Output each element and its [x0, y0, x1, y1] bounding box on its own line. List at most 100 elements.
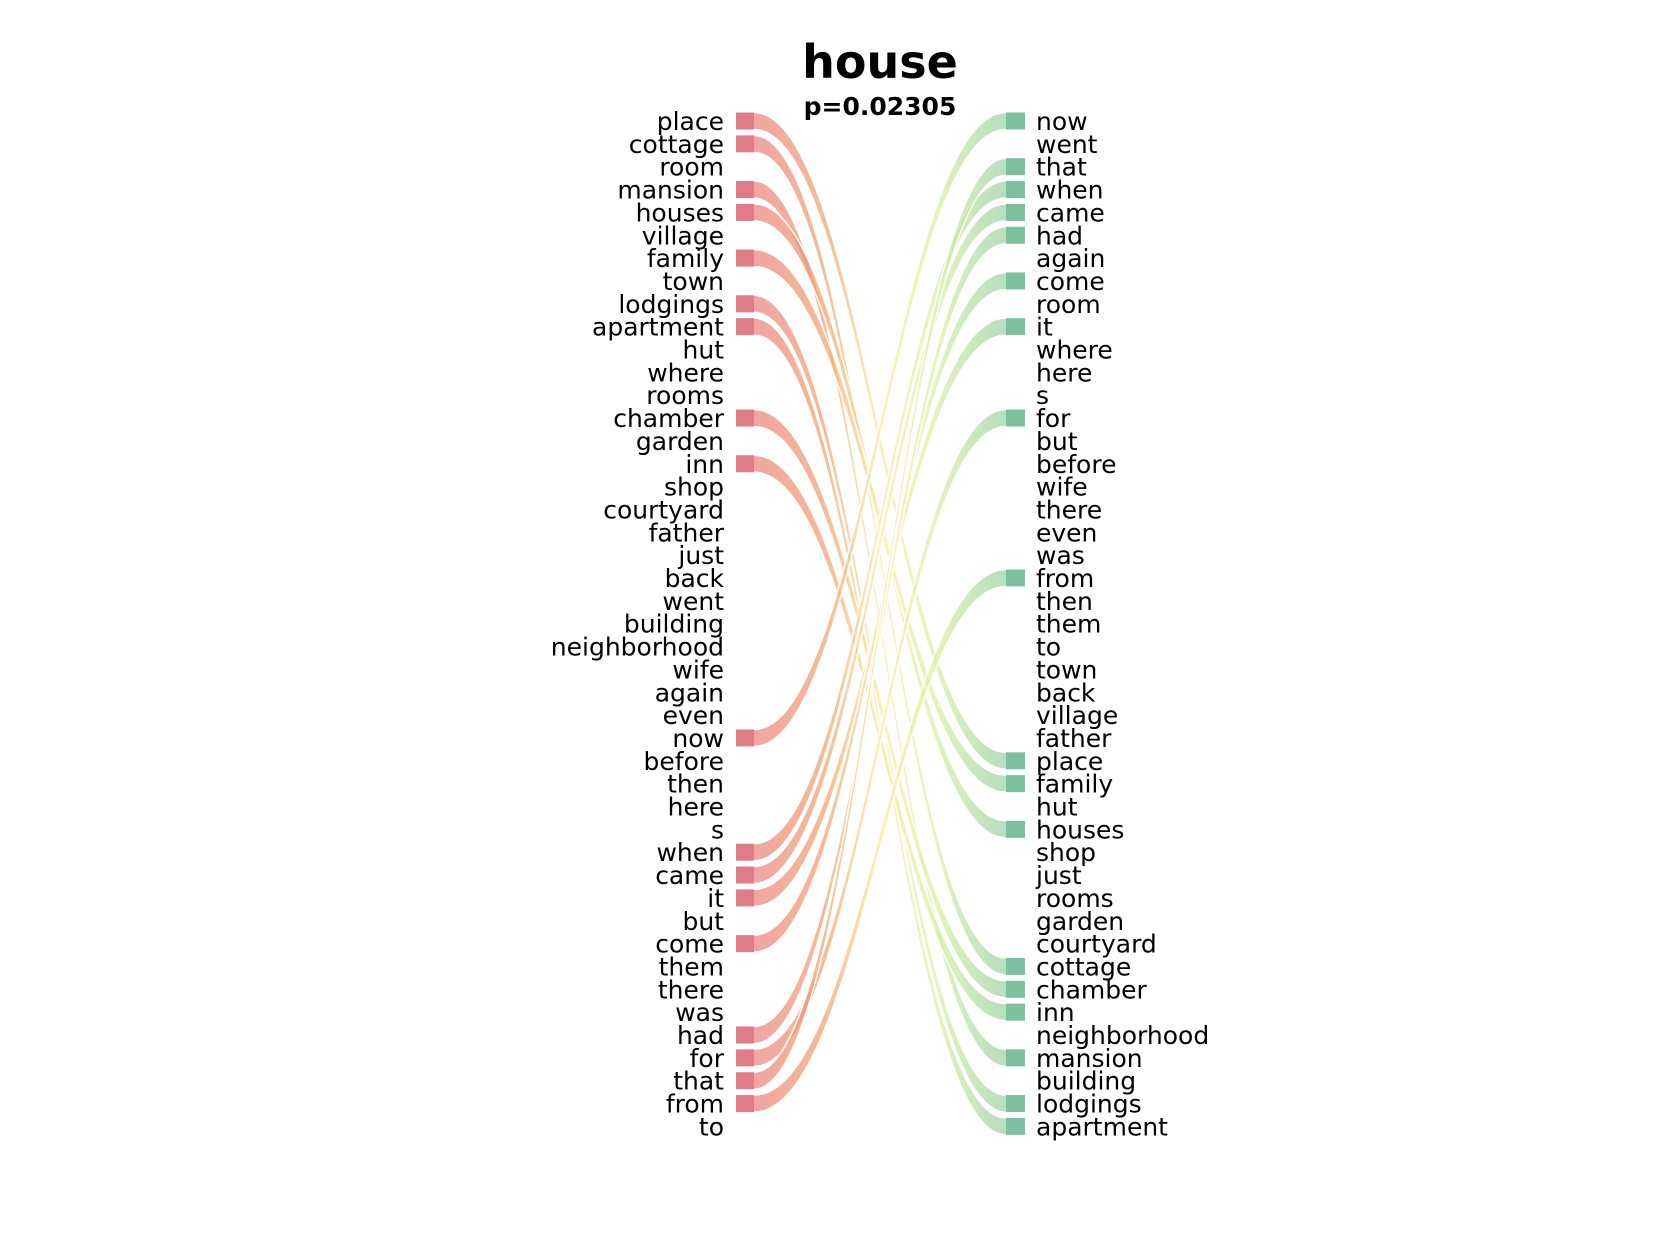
left-word-label: back	[665, 564, 725, 593]
right-word-label: come	[1036, 267, 1105, 296]
diagram-subtitle: p=0.02305	[804, 92, 957, 121]
left-anchor-bar	[736, 889, 754, 907]
right-anchor-bar	[1006, 112, 1025, 130]
left-word-label: it	[707, 884, 724, 913]
left-word-label: but	[682, 907, 724, 936]
left-word-label: village	[642, 221, 724, 250]
left-word-label: even	[663, 701, 724, 730]
left-word-label: apartment	[592, 313, 724, 342]
right-anchor-bar	[1006, 226, 1025, 244]
right-word-label: when	[1036, 176, 1104, 205]
left-word-label: wife	[672, 655, 724, 684]
left-anchor-bar	[736, 249, 754, 267]
left-word-label: mansion	[617, 176, 724, 205]
right-anchor-bar	[1006, 158, 1025, 176]
left-word-label: neighborhood	[551, 633, 724, 662]
right-anchor-bar	[1006, 181, 1025, 199]
right-word-label: shop	[1036, 838, 1096, 867]
left-word-label: now	[672, 724, 724, 753]
right-word-label: but	[1036, 427, 1078, 456]
right-anchor-bar	[1006, 409, 1025, 427]
right-anchor-bar	[1006, 1095, 1025, 1113]
left-word-label: went	[663, 587, 725, 616]
right-anchor-bar	[1006, 1049, 1025, 1067]
link-ribbon-chamber	[735, 408, 1026, 999]
left-word-label: them	[659, 952, 724, 981]
left-anchor-bar	[736, 295, 754, 313]
right-word-label: hut	[1036, 793, 1078, 822]
left-anchor-bar	[736, 935, 754, 953]
left-anchor-bar	[736, 1026, 754, 1044]
left-word-label: shop	[664, 473, 724, 502]
left-anchor-bar	[736, 729, 754, 747]
left-word-label: room	[659, 153, 724, 182]
left-anchor-bar	[736, 1095, 754, 1113]
left-word-label: where	[647, 358, 724, 387]
left-anchor-bar	[736, 843, 754, 861]
right-anchor-bar	[1006, 1117, 1025, 1135]
left-word-label: before	[644, 747, 724, 776]
right-word-label: to	[1036, 633, 1061, 662]
right-word-label: cottage	[1036, 952, 1131, 981]
left-word-label: building	[624, 610, 724, 639]
left-word-label: cottage	[629, 130, 724, 159]
right-word-label: just	[1035, 861, 1082, 890]
right-word-label: building	[1036, 1067, 1136, 1096]
right-anchor-bar	[1006, 569, 1025, 587]
right-word-label: mansion	[1036, 1044, 1143, 1073]
right-word-label: family	[1036, 770, 1113, 799]
left-word-label: place	[657, 107, 724, 136]
left-word-label: town	[663, 267, 724, 296]
left-word-label: from	[666, 1090, 724, 1119]
left-word-label: courtyard	[603, 495, 724, 524]
left-anchor-bar	[736, 409, 754, 427]
left-word-label: then	[667, 770, 724, 799]
left-anchor-bar	[736, 866, 754, 884]
right-word-label: room	[1036, 290, 1101, 319]
link-ribbons	[735, 111, 1026, 1136]
left-anchor-bar	[736, 135, 754, 153]
left-word-label: when	[656, 838, 724, 867]
right-word-label: houses	[1036, 815, 1124, 844]
left-word-label: there	[658, 975, 724, 1004]
left-anchor-bar	[736, 1072, 754, 1090]
right-word-label: town	[1036, 655, 1097, 684]
right-word-label: from	[1036, 564, 1094, 593]
right-word-label: neighborhood	[1036, 1021, 1209, 1050]
diagram-title: house	[802, 35, 958, 89]
right-word-label: before	[1036, 450, 1116, 479]
left-word-label: garden	[636, 427, 724, 456]
right-anchor-bar	[1006, 980, 1025, 998]
left-word-label: come	[655, 930, 724, 959]
left-word-label: again	[655, 678, 724, 707]
left-anchor-bar	[736, 181, 754, 199]
left-word-label: hut	[683, 336, 725, 365]
left-anchor-bar	[736, 455, 754, 473]
right-word-label: had	[1036, 221, 1083, 250]
right-word-label: for	[1036, 404, 1071, 433]
right-word-label: then	[1036, 587, 1093, 616]
right-word-label: them	[1036, 610, 1101, 639]
right-word-label: garden	[1036, 907, 1124, 936]
right-anchor-bar	[1006, 820, 1025, 838]
left-word-label: lodgings	[618, 290, 724, 319]
left-anchor-bar	[736, 318, 754, 336]
right-anchor-bar	[1006, 1003, 1025, 1021]
left-word-label: to	[699, 1112, 724, 1141]
right-word-label: father	[1036, 724, 1112, 753]
left-word-label: came	[655, 861, 724, 890]
left-anchor-bar	[736, 112, 754, 130]
left-word-label: had	[677, 1021, 724, 1050]
right-word-label: village	[1036, 701, 1118, 730]
left-word-label: father	[649, 518, 725, 547]
right-word-label: inn	[1036, 998, 1075, 1027]
right-word-label: place	[1036, 747, 1103, 776]
right-word-label: again	[1036, 244, 1105, 273]
left-word-label: rooms	[646, 381, 724, 410]
left-word-label: was	[675, 998, 724, 1027]
right-word-label: chamber	[1036, 975, 1148, 1004]
left-word-label: inn	[685, 450, 724, 479]
left-word-label: that	[673, 1067, 724, 1096]
left-word-label: just	[677, 541, 724, 570]
